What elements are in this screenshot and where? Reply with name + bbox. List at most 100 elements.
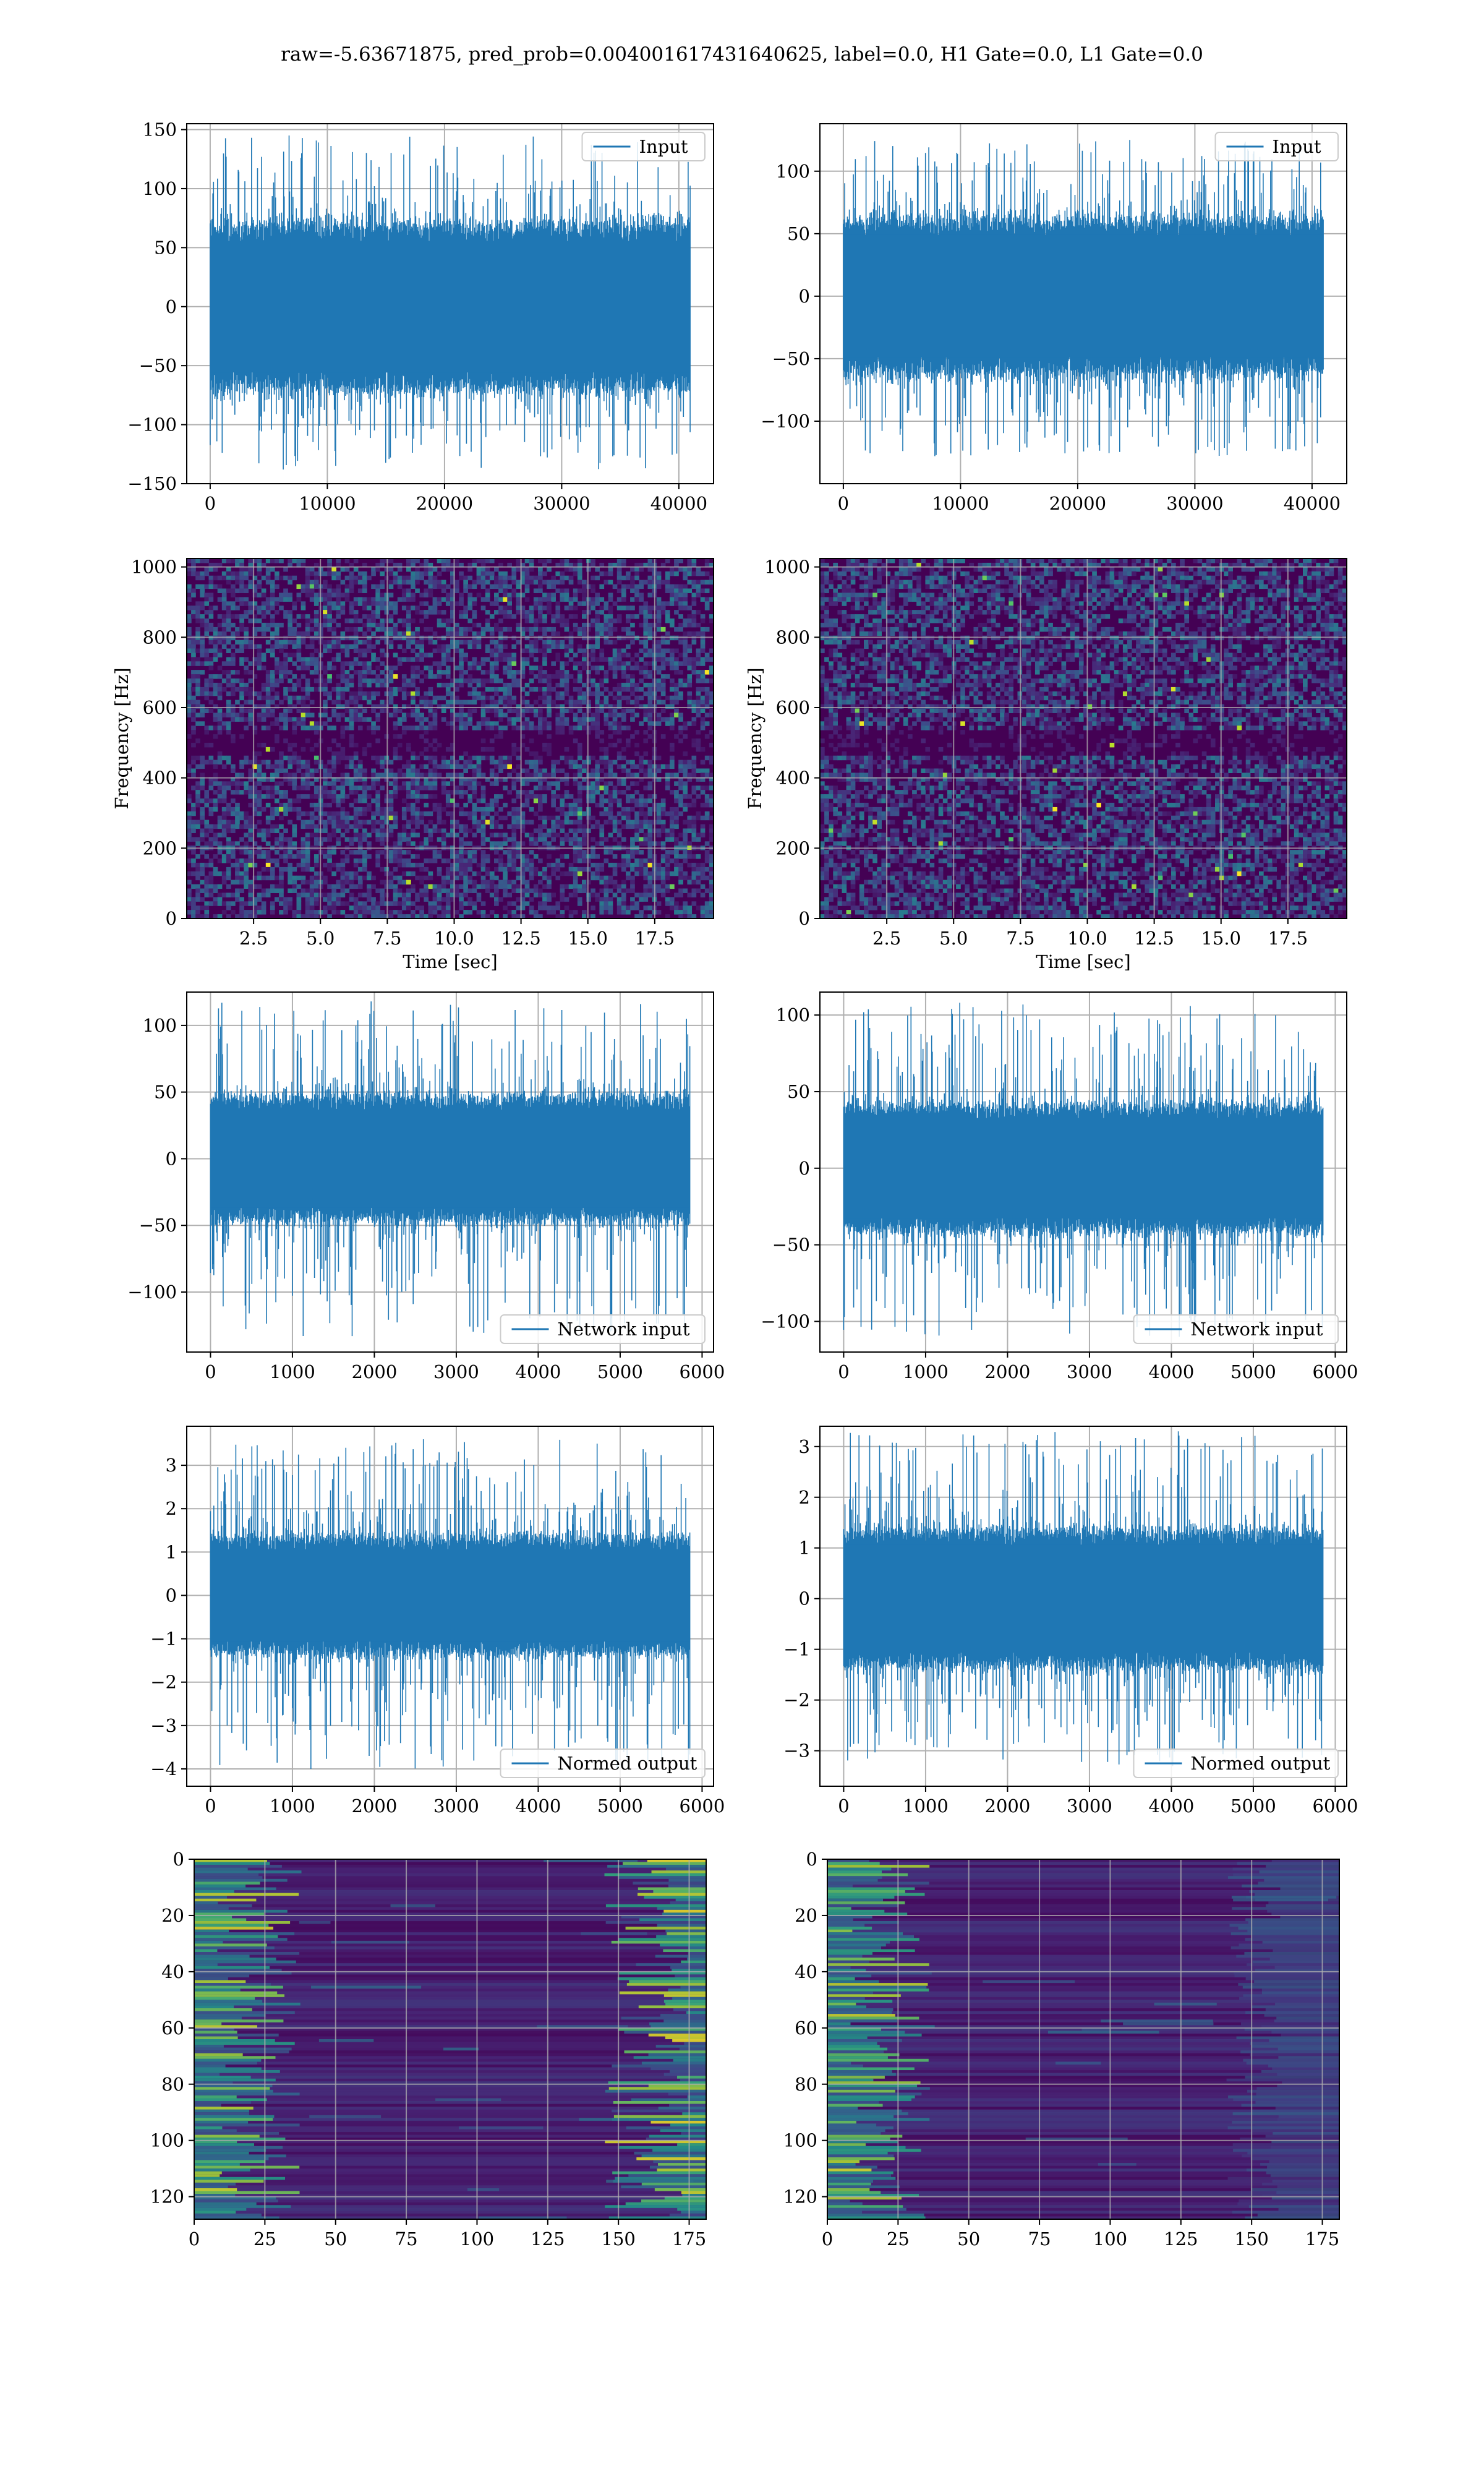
h1-spectrogram-cell	[248, 567, 254, 572]
h1-spectrogram-cell	[670, 601, 675, 606]
h1-spectrogram-cell	[275, 635, 279, 641]
h1-spectrogram-cell	[674, 824, 679, 829]
h1-spectrogram-cell	[564, 802, 569, 808]
h1-spectrogram-cell	[660, 648, 666, 653]
h1-spectrogram-cell	[626, 794, 631, 799]
h1-spectrogram-cell	[547, 601, 552, 606]
h1-spectrogram-cell	[459, 601, 464, 606]
h1-spectrogram-cell	[616, 798, 622, 803]
h1-spectrogram-cell	[691, 610, 697, 615]
h1-spectrogram-cell	[560, 618, 565, 623]
h1-spectrogram-cell	[275, 781, 279, 786]
h1-spectrogram-cell	[441, 567, 446, 572]
h1-spectrogram-cell	[463, 781, 468, 786]
h1-spectrogram-cell	[498, 824, 503, 829]
h1-spectrogram-cell	[257, 627, 262, 632]
h1-spectrogram-cell	[357, 695, 363, 701]
h1-spectrogram-cell	[353, 807, 359, 812]
h1-spectrogram-cell	[292, 760, 297, 765]
h1-spectrogram-cell	[397, 721, 403, 726]
h1-spectrogram-cell	[564, 653, 569, 657]
h1-spectrogram-cell	[411, 700, 416, 705]
h1-spectrogram-cell	[704, 559, 710, 563]
h1-spectrogram-cell	[608, 562, 613, 568]
h1-spectrogram-cell	[498, 708, 503, 713]
h1-spectrogram-cell	[349, 601, 354, 606]
h1-spectrogram-cell	[454, 820, 459, 825]
h1-spectrogram-cell	[674, 588, 679, 593]
h1-spectrogram-cell	[305, 575, 310, 581]
h1-spectrogram-cell	[599, 704, 605, 709]
h1-spectrogram-cell	[608, 807, 613, 812]
h1-spectrogram-cell	[301, 584, 306, 589]
h1-spectrogram-cell	[226, 588, 231, 593]
h1-spectrogram-cell	[195, 606, 200, 610]
h1-spectrogram-cell	[265, 764, 271, 769]
h1-spectrogram-cell	[516, 593, 521, 597]
h1-spectrogram-cell	[415, 798, 420, 803]
h1-spectrogram-cell	[591, 588, 595, 593]
h1-spectrogram-cell	[498, 631, 503, 636]
h1-spectrogram-cell	[441, 644, 446, 649]
h1-spectrogram-cell	[406, 773, 411, 777]
h1-spectrogram-cell	[401, 588, 407, 593]
h1-spectrogram-cell	[454, 678, 459, 683]
h1-spectrogram-cell	[208, 811, 214, 816]
h1-spectrogram-cell	[586, 781, 591, 786]
h1-spectrogram-cell	[524, 644, 530, 649]
h1-spectrogram-cell	[511, 828, 517, 833]
h1-spectrogram-cell	[313, 871, 319, 876]
h1-spectrogram-cell	[371, 695, 376, 701]
h1-spectrogram-cell	[393, 704, 398, 709]
h1-spectrogram-cell	[494, 691, 499, 696]
h1-spectrogram-cell	[467, 811, 473, 816]
h1-spectrogram-cell	[503, 867, 508, 872]
h1-spectrogram-cell	[221, 824, 227, 829]
h1-spectrogram-cell	[485, 657, 490, 662]
h1-spectrogram-cell	[279, 606, 284, 610]
h1-spectrogram-cell	[221, 627, 227, 632]
h1-spectrogram-cell	[305, 785, 310, 790]
h1-spectrogram-cell	[639, 794, 644, 799]
h1-spectrogram-cell	[283, 790, 288, 795]
h1-spectrogram-cell	[221, 854, 227, 859]
h1-spectrogram-cell	[647, 824, 653, 829]
h1-spectrogram-cell	[213, 674, 218, 679]
h1-spectrogram-cell	[696, 588, 701, 593]
h1-spectrogram-cell	[208, 781, 214, 786]
h1-spectrogram-cell	[375, 726, 380, 730]
h1-spectrogram-cell	[538, 726, 543, 730]
h1-spectrogram-cell	[639, 640, 644, 645]
h1-spectrogram-cell	[283, 670, 288, 675]
h1-spectrogram-cell	[244, 584, 249, 589]
h1-spectrogram-cell	[301, 713, 306, 717]
h1-spectrogram-cell	[344, 627, 350, 632]
h1-spectrogram-cell	[547, 747, 552, 752]
h1-spectrogram-cell	[275, 631, 279, 636]
h1-spectrogram-cell	[353, 695, 359, 701]
h1-spectrogram-cell	[265, 820, 271, 825]
h1-spectrogram-cell	[375, 682, 380, 688]
h1-spectrogram-cell	[586, 755, 591, 761]
h1-spectrogram-cell	[489, 807, 495, 812]
h1-spectrogram-cell	[498, 867, 503, 872]
h1-spectrogram-cell	[674, 790, 679, 795]
h1-spectrogram-cell	[450, 726, 455, 730]
h1-spectrogram-cell	[639, 670, 644, 675]
h1-spectrogram-cell	[621, 670, 626, 675]
h1-spectrogram-cell	[388, 768, 394, 773]
h1-spectrogram-cell	[336, 593, 341, 597]
h1-spectrogram-cell	[248, 691, 254, 696]
h1-spectrogram-cell	[564, 562, 569, 568]
h1-spectrogram-cell	[494, 567, 499, 572]
h1-spectrogram-cell	[696, 661, 701, 666]
h1-spectrogram-cell	[397, 567, 403, 572]
h1-spectrogram-cell	[538, 687, 543, 692]
h1-spectrogram-cell	[388, 593, 394, 597]
h1-spectrogram-cell	[511, 768, 517, 773]
h1-spectrogram-cell	[454, 666, 459, 670]
h1-spectrogram-cell	[309, 670, 315, 675]
h1-spectrogram-cell	[603, 657, 609, 662]
h1-spectrogram-cell	[674, 601, 679, 606]
h1-spectrogram-cell	[577, 691, 582, 696]
